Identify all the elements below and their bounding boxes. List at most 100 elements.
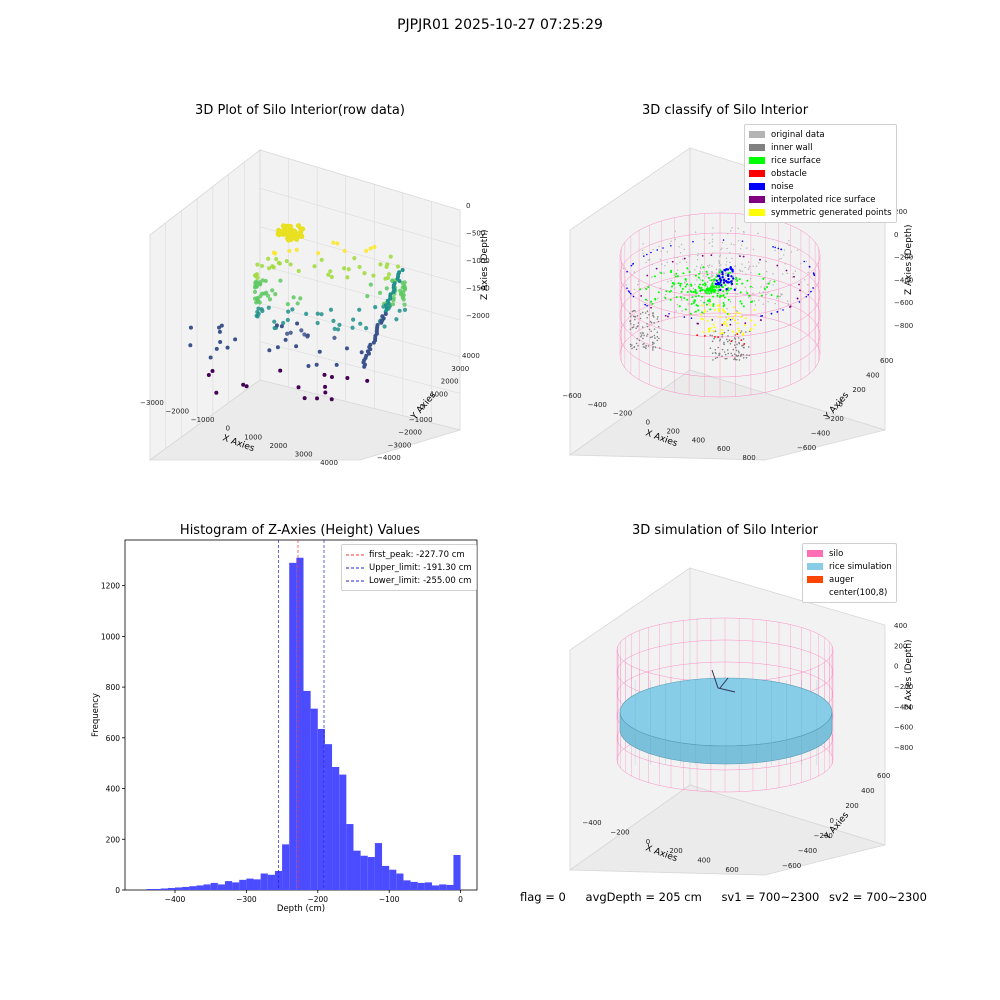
classify-point: [730, 275, 733, 278]
raw-point: [391, 297, 396, 303]
classify-point: [723, 311, 726, 314]
y-tick-label: 400: [866, 372, 879, 380]
raw-gridlines: [165, 158, 461, 449]
classify-point: [670, 285, 673, 288]
classify-point: [635, 342, 638, 345]
raw-point: [328, 307, 334, 312]
classify-point: [749, 265, 751, 267]
classify-point: [676, 263, 678, 265]
classify-point: [719, 288, 722, 292]
classify-point: [647, 345, 650, 347]
classify-point: [720, 248, 722, 251]
classify-point: [698, 283, 701, 286]
classify-point: [753, 309, 756, 312]
classify-point: [763, 287, 766, 290]
classify-point: [733, 319, 736, 322]
classify-point: [714, 348, 717, 351]
y-tick-label: −600: [782, 862, 801, 870]
classify-point: [736, 293, 738, 295]
classify-point: [667, 315, 669, 318]
classify-point: [696, 322, 699, 325]
raw-point: [386, 301, 391, 305]
y-tick-label: 1000: [430, 390, 448, 398]
raw-point: [262, 291, 267, 296]
raw-point: [326, 272, 331, 277]
classify-point: [760, 286, 762, 288]
z-tick-label: 200: [894, 208, 907, 216]
classify-point: [711, 340, 714, 343]
raw-point: [217, 329, 222, 334]
classify-point: [711, 271, 713, 273]
classify-point: [642, 346, 645, 348]
raw-point: [368, 282, 373, 287]
classify-point: [712, 295, 715, 298]
classify-point: [687, 269, 689, 271]
classify-point: [722, 305, 725, 308]
classify-point: [679, 252, 682, 254]
histogram-bar: [267, 874, 275, 890]
classify-point: [711, 272, 714, 274]
histogram-bar: [174, 887, 183, 890]
classify-point: [762, 303, 765, 305]
raw-point: [302, 396, 307, 401]
raw-point: [402, 307, 408, 312]
classify-point: [692, 302, 695, 305]
classify-point: [644, 298, 647, 301]
classify-point: [633, 315, 636, 318]
classify-point: [629, 343, 632, 346]
classify-point: [694, 288, 697, 291]
histogram-bar: [417, 882, 425, 890]
classify-point: [745, 331, 747, 333]
legend-item-rice-sim: rice simulation: [807, 560, 892, 573]
classify-point: [650, 306, 652, 309]
classify-point: [684, 308, 687, 311]
classify-point: [638, 339, 641, 342]
classify-point: [738, 329, 741, 332]
raw-point: [384, 286, 389, 291]
classify-point: [719, 338, 722, 341]
raw-point: [270, 288, 275, 293]
classify-point: [713, 337, 716, 340]
classify-point: [694, 269, 696, 271]
classify-point: [664, 314, 667, 317]
raw-point: [350, 325, 355, 330]
raw-point: [256, 306, 261, 311]
y-tick-label: 600: [880, 357, 893, 365]
raw-point: [391, 290, 396, 294]
classify-point: [722, 290, 725, 293]
classify-point: [782, 309, 784, 311]
x-tick-label: 600: [717, 445, 730, 453]
raw-point: [267, 297, 273, 302]
classify-point: [706, 310, 709, 312]
classify-point: [774, 249, 776, 252]
raw-point: [317, 349, 322, 354]
classify-point: [731, 257, 733, 260]
classify-point: [631, 310, 634, 313]
classify-point: [779, 295, 781, 298]
legend-swatch: [749, 183, 765, 190]
classify-point: [674, 275, 677, 278]
classify-point: [729, 300, 732, 303]
classify-point: [772, 284, 774, 286]
classify-point: [713, 309, 716, 312]
histogram-bar: [389, 869, 397, 890]
classify-point: [653, 321, 655, 324]
raw-point: [294, 247, 299, 252]
raw-z-ticks: 0 −500 −1000 −1500 −2000: [466, 202, 490, 320]
classify-point: [744, 322, 747, 325]
raw-point: [299, 233, 305, 240]
classify-point: [675, 310, 677, 312]
classify-point: [709, 334, 712, 336]
classify-point: [679, 261, 681, 263]
y-tick-label: 400: [861, 787, 874, 795]
classify-point: [646, 325, 649, 328]
classify-point: [718, 354, 720, 357]
classify-point: [653, 334, 656, 337]
classify-point: [656, 318, 659, 320]
legend-swatch: [749, 170, 765, 177]
classify-point: [711, 352, 714, 355]
raw-point: [208, 355, 213, 360]
raw-point: [276, 227, 282, 233]
legend-item-upper-limit: Upper_limit: -191.30 cm: [346, 561, 472, 574]
z-tick-label: −2000: [466, 312, 490, 320]
